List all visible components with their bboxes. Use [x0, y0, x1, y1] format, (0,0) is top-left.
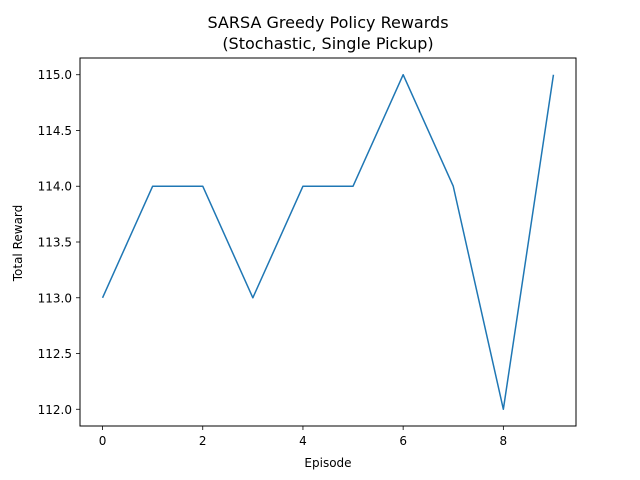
y-tick-label: 114.5 [38, 124, 72, 138]
series-layer [101, 73, 555, 411]
x-axis-label: Episode [304, 456, 351, 470]
y-tick-label: 114.0 [38, 180, 72, 194]
y-tick-label: 112.0 [38, 403, 72, 417]
y-tick-label: 113.5 [38, 236, 72, 250]
y-tick-label: 115.0 [38, 68, 72, 82]
chart-title: SARSA Greedy Policy Rewards [207, 13, 448, 32]
x-tick-label: 6 [399, 434, 407, 448]
plot-area: 0 2 4 6 8 112.0 112.5 113.0 113.5 114.0 114.5 115.… [38, 57, 577, 448]
x-tick-label: 8 [500, 434, 508, 448]
x-tick-label: 0 [99, 434, 107, 448]
plot-frame [79, 57, 577, 427]
series-line-0 [101, 73, 555, 411]
y-tick-label: 113.0 [38, 291, 72, 305]
chart-subtitle: (Stochastic, Single Pickup) [222, 34, 433, 53]
x-axis-ticks: 0 2 4 6 8 [99, 426, 507, 448]
y-axis-ticks: 112.0 112.5 113.0 113.5 114.0 114.5 115.0 [38, 68, 80, 417]
x-tick-label: 4 [299, 434, 307, 448]
y-axis-label: Total Reward [11, 205, 25, 283]
x-tick-label: 2 [199, 434, 207, 448]
y-tick-label: 112.5 [38, 347, 72, 361]
